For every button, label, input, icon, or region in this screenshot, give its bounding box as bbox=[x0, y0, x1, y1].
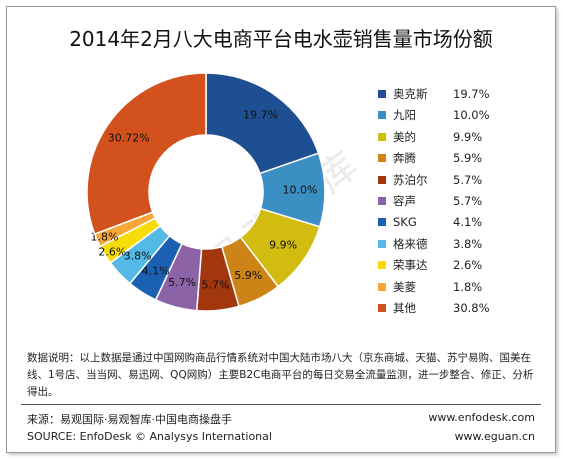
legend-swatch bbox=[378, 154, 386, 163]
website-enfodesk: www.enfodesk.com bbox=[428, 411, 535, 424]
data-label-2: 9.9% bbox=[269, 239, 297, 252]
data-label-6: 4.1% bbox=[142, 264, 170, 277]
legend-value: 9.9% bbox=[453, 129, 483, 144]
legend-name: 容声 bbox=[393, 193, 416, 208]
legend-name: 格来德 bbox=[393, 236, 428, 251]
legend-swatch bbox=[378, 239, 386, 248]
legend-name: 荣事达 bbox=[393, 258, 428, 273]
legend-name: SKG bbox=[393, 215, 417, 230]
legend-name: 九阳 bbox=[393, 108, 416, 123]
legend-value: 30.8% bbox=[453, 300, 490, 315]
legend-name: 奥克斯 bbox=[393, 87, 428, 101]
chart-title: 2014年2月八大电商平台电水壶销售量市场份额 bbox=[69, 27, 493, 51]
data-label-4: 5.7% bbox=[202, 279, 230, 292]
legend-name: 其他 bbox=[393, 300, 416, 315]
legend-name: 美的 bbox=[393, 129, 416, 144]
legend-value: 2.6% bbox=[453, 258, 483, 273]
data-label-5: 5.7% bbox=[168, 276, 196, 289]
legend-name: 美菱 bbox=[393, 279, 416, 294]
legend-value: 10.0% bbox=[453, 108, 490, 123]
legend-value: 5.7% bbox=[453, 172, 483, 187]
slice-10 bbox=[86, 72, 207, 235]
legend-swatch bbox=[378, 90, 386, 98]
source-cn: 来源：易观国际·易观智库·中国电商操盘手 bbox=[27, 413, 232, 426]
data-label-10: 30.72% bbox=[108, 132, 150, 145]
legend-value: 3.8% bbox=[453, 236, 483, 251]
data-label-8: 2.6% bbox=[98, 245, 126, 258]
legend-value: 1.8% bbox=[453, 279, 483, 294]
legend-name: 奔腾 bbox=[393, 151, 416, 166]
legend-name: 苏泊尔 bbox=[393, 172, 428, 187]
data-label-0: 19.7% bbox=[243, 108, 278, 121]
legend-swatch bbox=[378, 196, 386, 205]
legend-swatch bbox=[378, 282, 386, 291]
footer-divider bbox=[21, 404, 541, 405]
donut-chart: 19.7%10.0%9.9%5.9%5.7%5.7%4.1%3.8%2.6%1.… bbox=[86, 72, 326, 312]
legend-swatch bbox=[378, 132, 386, 141]
source-en: SOURCE: EnfoDesk © Analysys Internationa… bbox=[27, 430, 272, 443]
chart-frame: 2014年2月八大电商平台电水壶销售量市场份额 易观智库 19.7%10.0%9… bbox=[6, 6, 556, 453]
legend-swatch bbox=[378, 261, 386, 270]
slice-0 bbox=[205, 72, 320, 175]
legend-value: 5.7% bbox=[453, 193, 483, 208]
website-eguan: www.eguan.cn bbox=[454, 430, 535, 443]
data-label-7: 3.8% bbox=[124, 250, 152, 263]
data-label-1: 10.0% bbox=[283, 183, 318, 196]
legend-value: 4.1% bbox=[453, 215, 483, 230]
data-note: 数据说明：以上数据是通过中国网购商品行情系统对中国大陆市场八大（京东商城、天猫、… bbox=[27, 352, 534, 398]
legend-swatch bbox=[378, 111, 386, 120]
legend-swatch bbox=[378, 175, 386, 184]
legend-swatch bbox=[378, 303, 386, 312]
data-label-3: 5.9% bbox=[234, 269, 262, 282]
legend-value: 5.9% bbox=[453, 151, 483, 166]
legend-swatch bbox=[378, 218, 386, 227]
legend-value: 19.7% bbox=[453, 87, 490, 101]
